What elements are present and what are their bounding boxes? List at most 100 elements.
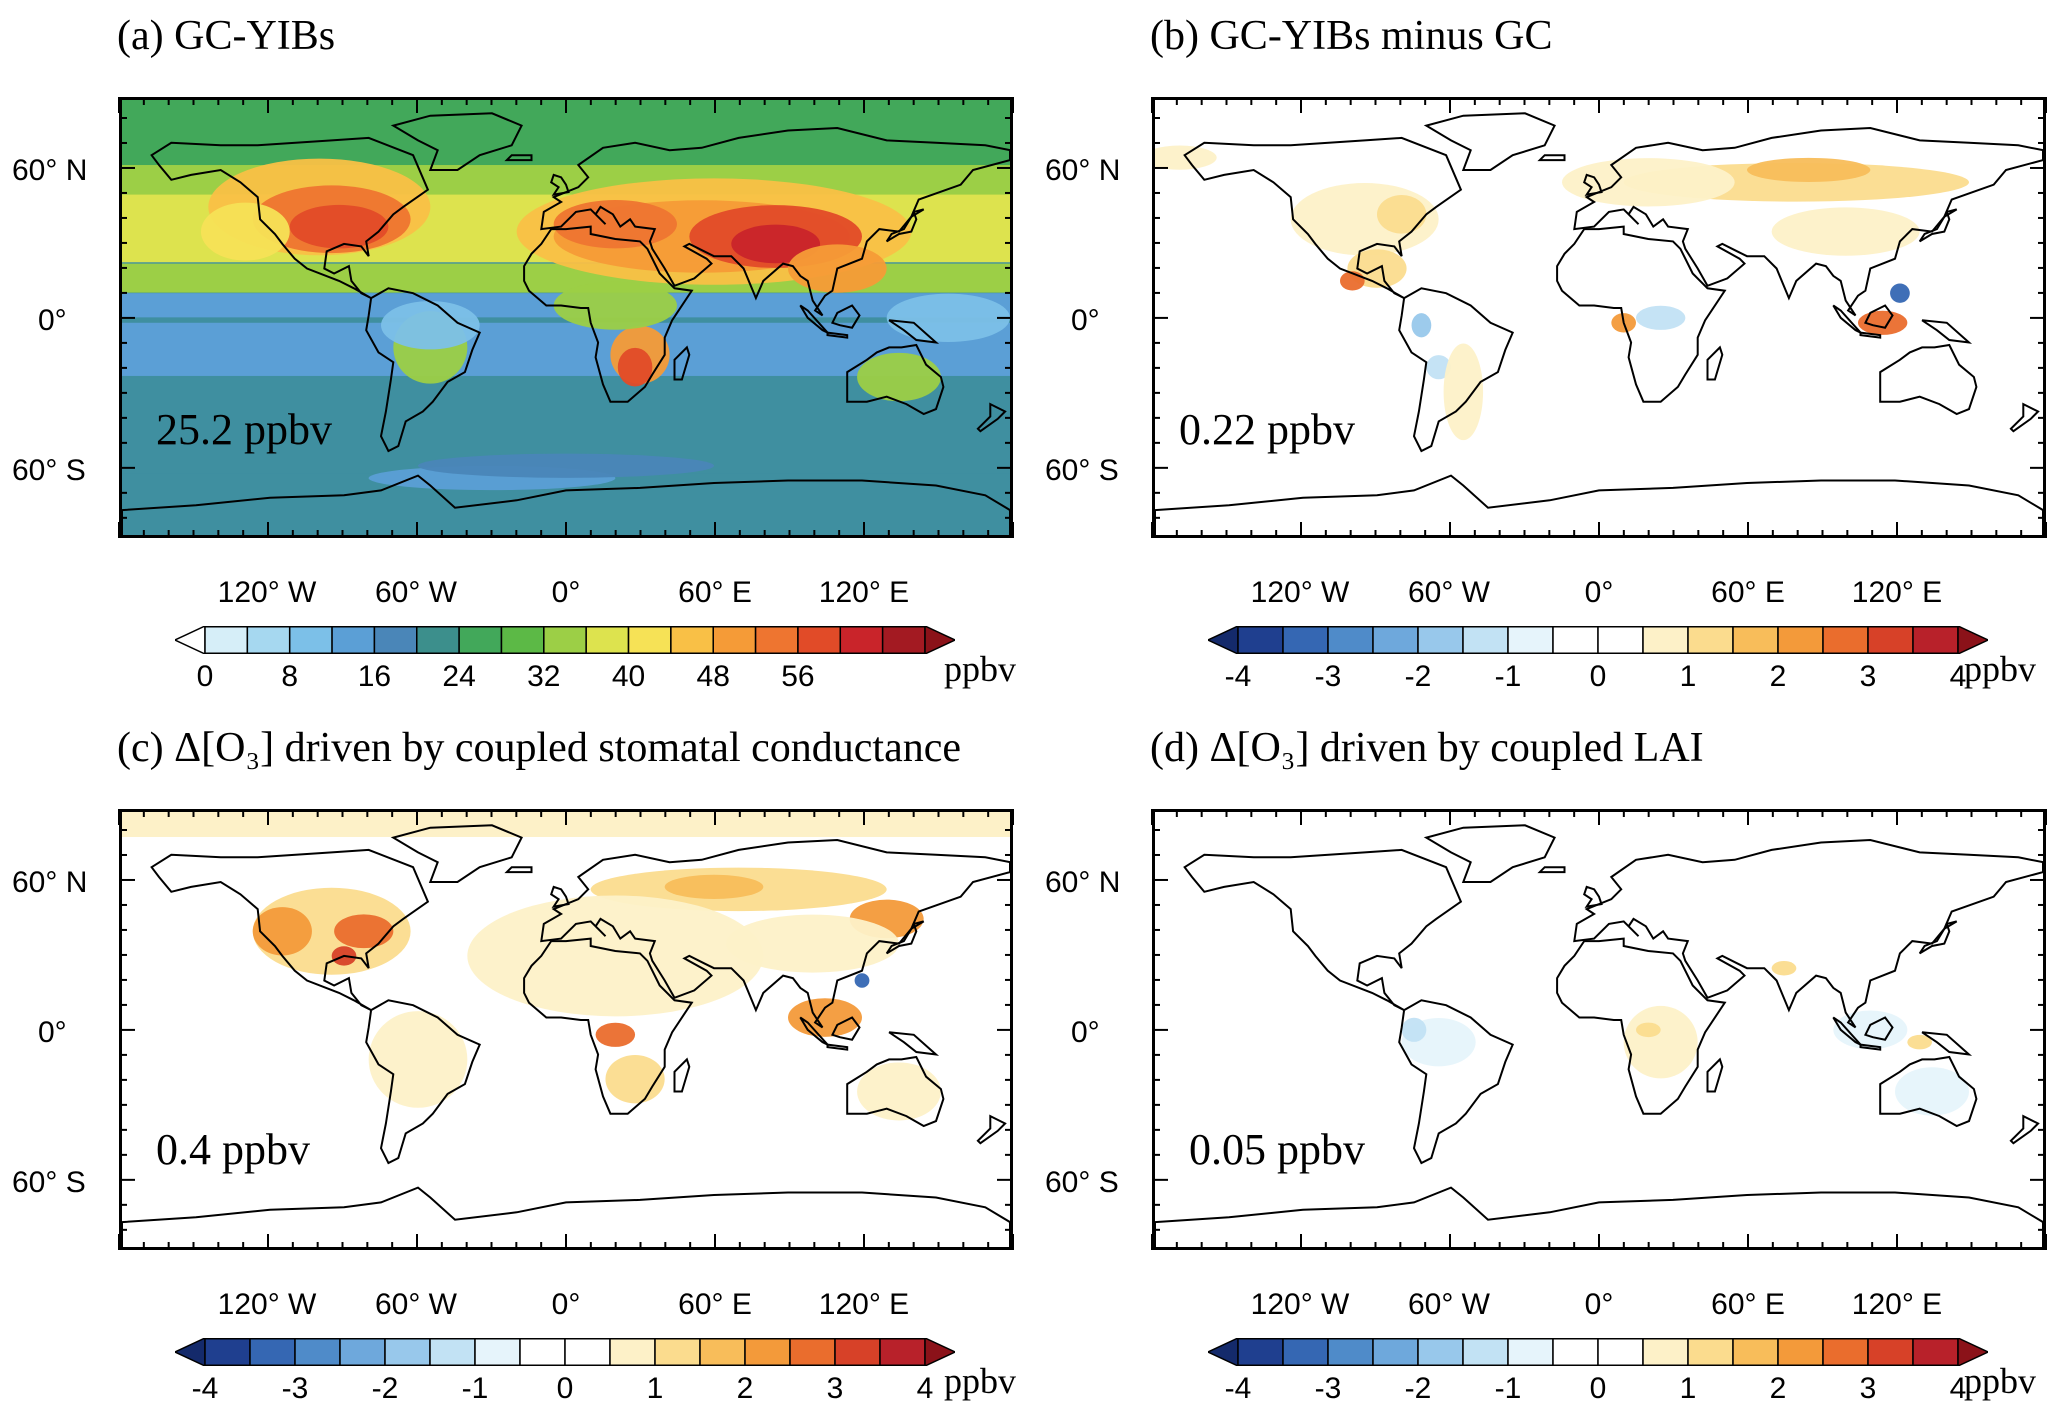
colorbar-swatch xyxy=(204,626,249,654)
colorbar-tick-label: 4 xyxy=(1949,1372,1967,1405)
field-patch xyxy=(1377,194,1427,234)
field-patch xyxy=(857,352,941,402)
panel-title: (a) GC-YIBs xyxy=(117,13,336,59)
coastline xyxy=(1921,1031,1973,1056)
field-patch xyxy=(1907,1034,1932,1050)
coastline xyxy=(122,1186,1010,1247)
colorbar-swatch xyxy=(331,626,376,654)
colorbar-unit: ppbv xyxy=(944,1361,1016,1401)
field-patch xyxy=(886,293,1010,343)
colorbar-swatch xyxy=(1552,1338,1599,1366)
coastline xyxy=(846,1055,945,1128)
coastline xyxy=(799,304,829,334)
map-frame xyxy=(1152,97,2046,538)
lat-label-60s: 60° S xyxy=(12,454,86,487)
tick-marks xyxy=(118,809,1014,1250)
colorbar-unit: ppbv xyxy=(1964,1361,2036,1401)
colorbar-tick-label: 2 xyxy=(1769,660,1787,693)
panel-title: (d) Δ[O₃] driven by coupled LAI xyxy=(1150,725,1704,771)
coastline xyxy=(1423,824,1556,883)
colorbar-tick-label: 56 xyxy=(781,660,815,693)
colorbar-swatch xyxy=(543,626,587,654)
colorbar-swatch xyxy=(1282,1338,1329,1366)
lat-label-equator: 0° xyxy=(38,1016,67,1049)
lat-label-equator: 0° xyxy=(1071,1016,1100,1049)
colorbar-swatch xyxy=(654,1338,701,1366)
colorbar-tick-label: 1 xyxy=(1679,660,1697,693)
colorbar-under-triangle xyxy=(1208,1338,1239,1366)
colorbar-swatch xyxy=(1777,1338,1824,1366)
colorbar-swatch xyxy=(1372,1338,1419,1366)
lat-label-60n: 60° N xyxy=(1045,866,1121,899)
colorbar-tick-label: 0 xyxy=(1589,660,1607,693)
field-patch xyxy=(1895,1067,1969,1116)
coastline xyxy=(365,999,482,1165)
coastline-layer xyxy=(122,112,1010,535)
field-patch xyxy=(381,301,480,350)
colorbar-tick-label: 0 xyxy=(556,1372,574,1405)
coastline xyxy=(673,345,691,381)
colorbar-swatch xyxy=(246,626,291,654)
field-patch xyxy=(289,204,389,249)
colorbar-tick-label: -4 xyxy=(1224,1372,1252,1405)
field-patch xyxy=(1426,355,1451,380)
coastline xyxy=(1573,838,2043,1029)
field-patch xyxy=(334,914,394,949)
colorbar-swatch xyxy=(384,1338,431,1366)
colorbar-swatch xyxy=(1507,626,1554,654)
map-canvas xyxy=(122,100,1010,535)
colorbar-swatch xyxy=(1417,1338,1464,1366)
colorbar-tick-label: 4 xyxy=(916,1372,934,1405)
field-patch xyxy=(595,1022,636,1047)
coastline xyxy=(150,848,430,1011)
lon-label-60e: 60° E xyxy=(1711,576,1785,609)
field-patch xyxy=(617,347,653,387)
colorbar-tick-label: 3 xyxy=(1859,660,1877,693)
colorbar-swatch xyxy=(1912,626,1959,654)
coastline xyxy=(365,287,482,453)
lon-label-120w: 120° W xyxy=(217,576,317,609)
coastline xyxy=(540,126,1010,317)
lat-label-60s: 60° S xyxy=(1045,1166,1119,1199)
coastline xyxy=(1398,287,1515,453)
lon-label-60e: 60° E xyxy=(678,576,752,609)
lon-label-60w: 60° W xyxy=(374,576,458,609)
colorbar xyxy=(1208,626,1988,654)
colorbar-swatch xyxy=(1417,626,1464,654)
field-layer xyxy=(122,812,1010,1121)
field-patch xyxy=(1858,310,1908,335)
colorbar-swatch xyxy=(249,1338,296,1366)
colorbar-swatch xyxy=(1597,626,1644,654)
colorbar-swatch xyxy=(839,626,884,654)
coastline xyxy=(1183,848,1463,1011)
field-patch xyxy=(726,914,900,973)
coastline xyxy=(830,304,861,329)
colorbar-swatch xyxy=(373,626,418,654)
coastline xyxy=(1537,154,1566,162)
coastline xyxy=(1832,304,1862,334)
coastline xyxy=(1583,885,1603,908)
colorbar-tick-label: 8 xyxy=(281,660,299,693)
panel-b: (b) GC-YIBs minus GC 60° N 0° 60° S 120°… xyxy=(1033,0,2066,711)
coastline xyxy=(1706,345,1724,381)
coastline xyxy=(1863,1016,1894,1041)
lat-label-60n: 60° N xyxy=(12,154,88,187)
colorbar-swatch xyxy=(585,626,630,654)
colorbar-swatch xyxy=(1327,1338,1374,1366)
colorbar-under-triangle xyxy=(175,1338,206,1366)
field-patch xyxy=(1747,157,1871,183)
colorbar-swatch xyxy=(1732,626,1779,654)
colorbar-unit: ppbv xyxy=(1964,649,2036,689)
colorbar-tick-label: 2 xyxy=(736,1372,754,1405)
coastline xyxy=(1918,920,1958,955)
coastline xyxy=(1556,937,1727,1115)
colorbar-tick-label: -2 xyxy=(371,1372,399,1405)
colorbar-swatch xyxy=(204,1338,251,1366)
colorbar-swatch xyxy=(797,626,842,654)
global-mean-label: 0.22 ppbv xyxy=(1179,405,1355,454)
field-patch xyxy=(1411,313,1432,338)
coastline xyxy=(1183,136,1463,299)
coastline xyxy=(1859,331,1882,339)
colorbar-tick-label: -3 xyxy=(1314,1372,1342,1405)
colorbar-over-triangle xyxy=(924,1338,955,1366)
